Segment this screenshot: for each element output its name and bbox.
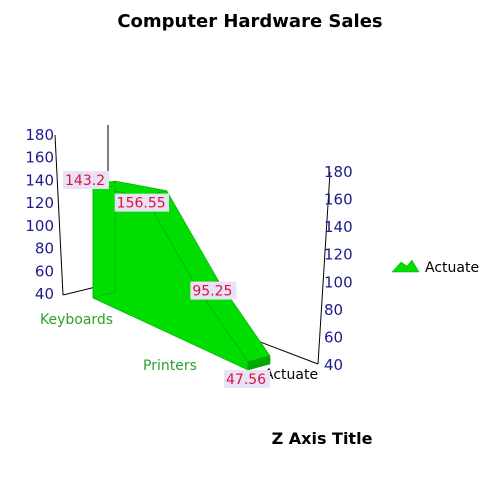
right-y-tick-label: 120 bbox=[324, 246, 353, 264]
left-y-axis-line bbox=[54, 134, 64, 296]
right-y-tick-label: 160 bbox=[324, 191, 353, 209]
data-label-text: 47.56 bbox=[226, 372, 266, 388]
legend-swatch bbox=[391, 259, 420, 273]
right-y-tick-label: 80 bbox=[324, 301, 343, 319]
category-label: Printers bbox=[143, 358, 197, 374]
left-y-tick-label: 80 bbox=[35, 240, 54, 258]
data-label: 156.55 bbox=[114, 193, 170, 212]
left-y-tick-label: 140 bbox=[25, 171, 54, 189]
left-y-tick-label: 160 bbox=[25, 149, 54, 167]
series-start-cap bbox=[92, 180, 116, 299]
data-label-text: 156.55 bbox=[117, 196, 166, 212]
right-y-tick-label: 60 bbox=[324, 328, 343, 346]
series-actuate bbox=[92, 180, 271, 371]
left-y-tick-label: 120 bbox=[25, 194, 54, 212]
right-y-axis-line bbox=[317, 171, 331, 365]
left-y-tick-label: 60 bbox=[35, 262, 54, 280]
left-y-tick-label: 180 bbox=[25, 126, 54, 144]
category-labels: Keyboards Printers bbox=[40, 312, 197, 374]
data-label-text: 95.25 bbox=[192, 284, 232, 300]
right-y-tick-label: 180 bbox=[324, 163, 353, 181]
data-label-bg bbox=[190, 281, 237, 300]
series-end-cap bbox=[247, 355, 271, 371]
right-y-ticks: 40 60 80 100 120 140 160 180 bbox=[324, 163, 353, 374]
data-label-bg bbox=[224, 369, 270, 388]
data-label: 95.25 bbox=[190, 281, 237, 300]
right-y-tick-label: 100 bbox=[324, 273, 353, 291]
chart-title: Computer Hardware Sales bbox=[117, 11, 382, 32]
series-axis-label: Actuate bbox=[264, 367, 318, 383]
data-label-bg bbox=[114, 193, 170, 212]
left-y-ticks: 40 60 80 100 120 140 160 180 bbox=[25, 126, 54, 303]
left-y-tick-label: 100 bbox=[25, 217, 54, 235]
right-y-tick-label: 40 bbox=[324, 356, 343, 374]
data-label-bg bbox=[63, 171, 109, 189]
data-label-text: 143.2 bbox=[65, 173, 105, 189]
data-labels: 143.2 156.55 95.25 47.56 bbox=[63, 171, 270, 388]
z-axis-title: Z Axis Title bbox=[272, 429, 373, 448]
right-y-tick-label: 140 bbox=[324, 218, 353, 236]
data-label: 47.56 bbox=[224, 369, 270, 388]
legend-entry-actuate: Actuate bbox=[425, 260, 479, 276]
left-y-tick-label: 40 bbox=[35, 285, 54, 303]
category-label: Keyboards bbox=[40, 312, 113, 328]
data-label: 143.2 bbox=[63, 171, 109, 189]
legend: Actuate bbox=[391, 259, 479, 276]
